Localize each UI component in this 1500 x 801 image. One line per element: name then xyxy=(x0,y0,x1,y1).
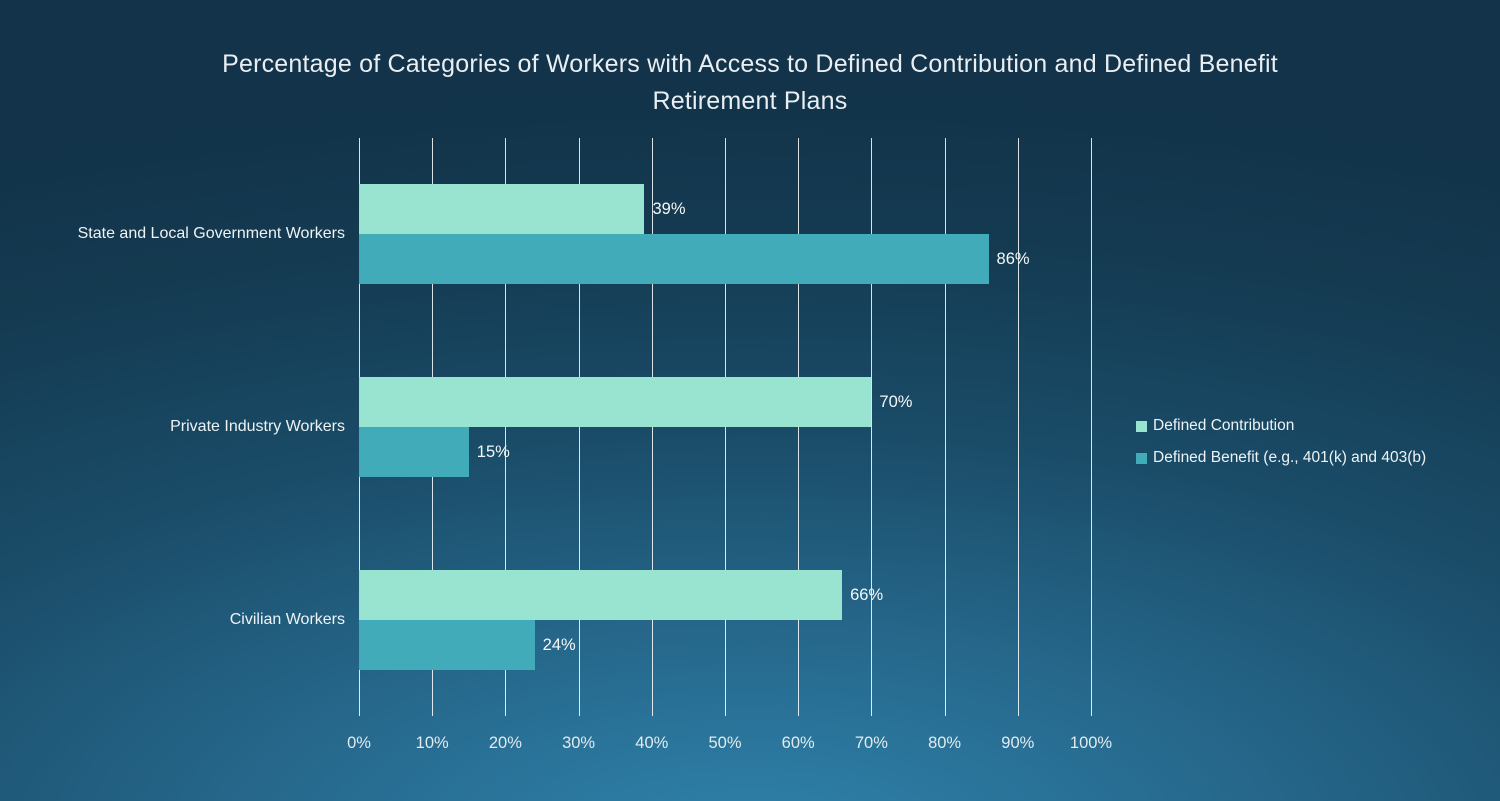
legend-label: Defined Benefit (e.g., 401(k) and 403(b) xyxy=(1153,449,1427,466)
bar-value-label: 24% xyxy=(542,635,576,654)
category-label: Civilian Workers xyxy=(229,610,345,628)
bar-defined-contribution xyxy=(359,377,872,427)
x-tick-label: 50% xyxy=(708,734,742,752)
category-label: State and Local Government Workers xyxy=(77,225,345,243)
bar-defined-benefit xyxy=(359,234,989,285)
bar-value-label: 15% xyxy=(476,443,510,461)
gridline xyxy=(578,138,580,716)
x-tick-label: 20% xyxy=(488,734,522,752)
bar-value-label: 86% xyxy=(996,250,1030,269)
gridline xyxy=(651,138,653,716)
bar-defined-contribution xyxy=(359,569,843,620)
x-tick-label: 90% xyxy=(1001,734,1035,752)
bar-value-label: 39% xyxy=(652,200,686,219)
x-tick-label: 80% xyxy=(928,734,962,752)
gridline xyxy=(1017,138,1019,716)
x-tick-label: 70% xyxy=(854,734,888,752)
bar-defined-contribution xyxy=(359,184,645,235)
bar-value-label: 66% xyxy=(850,585,884,604)
x-tick-label: 40% xyxy=(635,734,669,752)
gridline xyxy=(798,138,800,716)
legend: Defined Contribution Defined Benefit (e.g… xyxy=(1136,415,1426,479)
bar-value-label: 70% xyxy=(879,393,913,411)
gridline xyxy=(505,138,507,716)
gridline xyxy=(725,138,726,716)
gridline xyxy=(871,138,873,716)
bar-defined-benefit xyxy=(359,427,469,477)
legend-item: Defined Benefit (e.g., 401(k) and 403(b) xyxy=(1136,447,1426,469)
x-tick-label: 60% xyxy=(781,734,815,752)
legend-swatch-icon xyxy=(1136,420,1147,432)
plot-area: 39% 86% 70% 15% 66% 24% xyxy=(359,138,1092,716)
chart-title: Percentage of Categories of Workers with… xyxy=(222,50,1278,115)
category-label: Private Industry Workers xyxy=(170,418,345,435)
legend-swatch-icon xyxy=(1136,452,1147,464)
x-tick-label: 10% xyxy=(415,734,449,752)
x-tick-label: 100% xyxy=(1069,734,1113,752)
legend-label: Defined Contribution xyxy=(1153,417,1295,434)
x-tick-label: 30% xyxy=(562,734,596,752)
x-tick-label: 0% xyxy=(347,734,371,752)
gridline xyxy=(944,138,946,716)
legend-item: Defined Contribution xyxy=(1136,415,1426,437)
gridline xyxy=(1091,138,1092,716)
bar-defined-benefit xyxy=(359,619,535,670)
